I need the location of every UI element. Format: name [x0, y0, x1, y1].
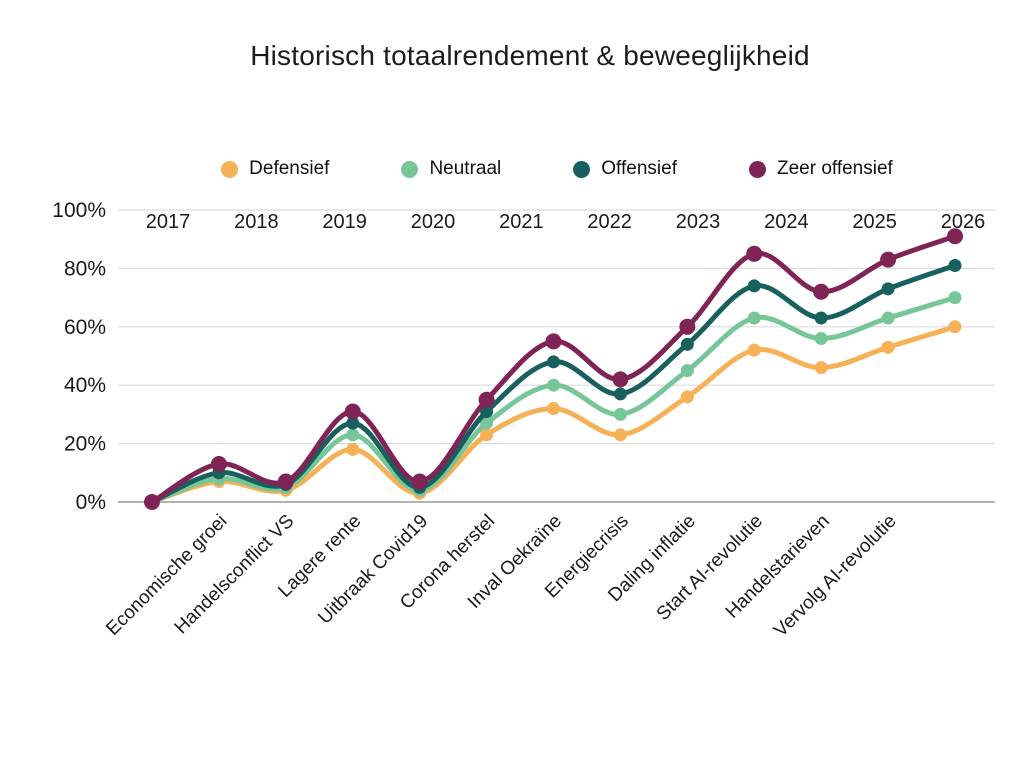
legend-label: Neutraal [429, 158, 502, 179]
data-point-marker-neutraal [480, 416, 494, 430]
data-point-marker-offensief [814, 311, 828, 325]
data-point-marker-defensief [613, 428, 627, 442]
data-point-marker-neutraal [948, 291, 962, 305]
data-point-marker-offensief [881, 282, 895, 296]
legend-label: Offensief [601, 158, 677, 179]
data-point-marker-zeer-offensief [277, 473, 294, 490]
data-point-marker-neutraal [814, 331, 828, 345]
legend-label: Zeer offensief [776, 158, 893, 179]
data-point-marker-zeer-offensief [880, 251, 897, 268]
data-point-marker-neutraal [346, 428, 360, 442]
legend-dot-defensief [221, 160, 239, 178]
data-point-marker-neutraal [881, 311, 895, 325]
series-line-zeer-offensief [149, 233, 958, 505]
legend-item-defensief: Defensief [221, 158, 329, 180]
data-point-marker-zeer-offensief [144, 494, 160, 510]
year-label: 2021 [499, 211, 544, 233]
data-point-marker-zeer-offensief [746, 245, 763, 262]
data-point-marker-offensief [480, 404, 494, 418]
data-point-marker-zeer-offensief [344, 403, 361, 420]
year-label: 2026 [941, 211, 986, 233]
year-label: 2020 [411, 211, 456, 233]
data-point-marker-defensief [948, 320, 962, 334]
y-axis-tick-label: 60% [64, 316, 106, 339]
data-point-marker-defensief [747, 343, 761, 357]
data-point-marker-neutraal [747, 311, 761, 325]
legend-dot-neutraal [401, 160, 419, 178]
data-point-marker-neutraal [680, 364, 694, 378]
data-point-marker-zeer-offensief [612, 371, 629, 388]
x-axis-event-label: Handelsconflict VS [171, 511, 299, 639]
data-point-marker-zeer-offensief [545, 333, 562, 350]
y-axis-tick-label: 0% [76, 491, 106, 514]
data-point-marker-offensief [613, 387, 627, 401]
year-label: 2018 [234, 211, 279, 233]
data-point-marker-offensief [680, 337, 694, 351]
legend-item-zeer-offensief: Zeer offensief [748, 158, 893, 180]
year-label: 2019 [322, 211, 367, 233]
year-label: 2017 [146, 211, 191, 233]
legend-item-neutraal: Neutraal [401, 158, 501, 180]
data-point-marker-defensief [680, 390, 694, 404]
legend-item-offensief: Offensief [573, 158, 677, 180]
y-axis-tick-label: 40% [64, 374, 106, 397]
data-point-marker-offensief [346, 416, 360, 430]
data-point-marker-defensief [547, 402, 560, 416]
data-point-marker-zeer-offensief [813, 283, 830, 300]
chart-title: Historisch totaalrendement & beweeglijkh… [250, 40, 810, 71]
x-axis-event-label: Vervolg AI-revolutie [770, 511, 901, 642]
data-point-marker-zeer-offensief [478, 391, 495, 408]
legend-dot-offensief [573, 160, 591, 178]
data-point-marker-zeer-offensief [947, 228, 963, 245]
data-point-marker-zeer-offensief [679, 318, 696, 335]
year-label: 2024 [764, 211, 809, 233]
data-point-marker-defensief [814, 361, 828, 375]
data-point-marker-defensief [881, 340, 895, 354]
data-point-marker-neutraal [547, 378, 560, 392]
year-label: 2025 [852, 211, 897, 233]
chart-legend: Defensief Neutraal Offensief Zeer offensief [90, 158, 1024, 180]
y-axis-tick-label: 100% [52, 199, 106, 222]
data-point-marker-offensief [948, 258, 962, 272]
series-line-neutraal [149, 295, 958, 505]
year-label: 2023 [676, 211, 721, 233]
legend-label: Defensief [249, 158, 330, 179]
x-axis-event-label: Economische groei [102, 511, 231, 640]
data-point-marker-offensief [747, 279, 761, 293]
legend-dot-zeer-offensief [748, 160, 766, 178]
data-point-marker-zeer-offensief [210, 456, 227, 473]
data-point-marker-defensief [480, 428, 494, 442]
data-point-marker-defensief [346, 442, 360, 456]
y-axis-tick-label: 20% [64, 433, 106, 456]
data-point-marker-zeer-offensief [411, 473, 428, 490]
data-point-marker-offensief [547, 355, 560, 369]
year-label: 2022 [587, 211, 632, 233]
data-point-marker-neutraal [613, 407, 627, 421]
y-axis-tick-label: 80% [64, 257, 106, 280]
